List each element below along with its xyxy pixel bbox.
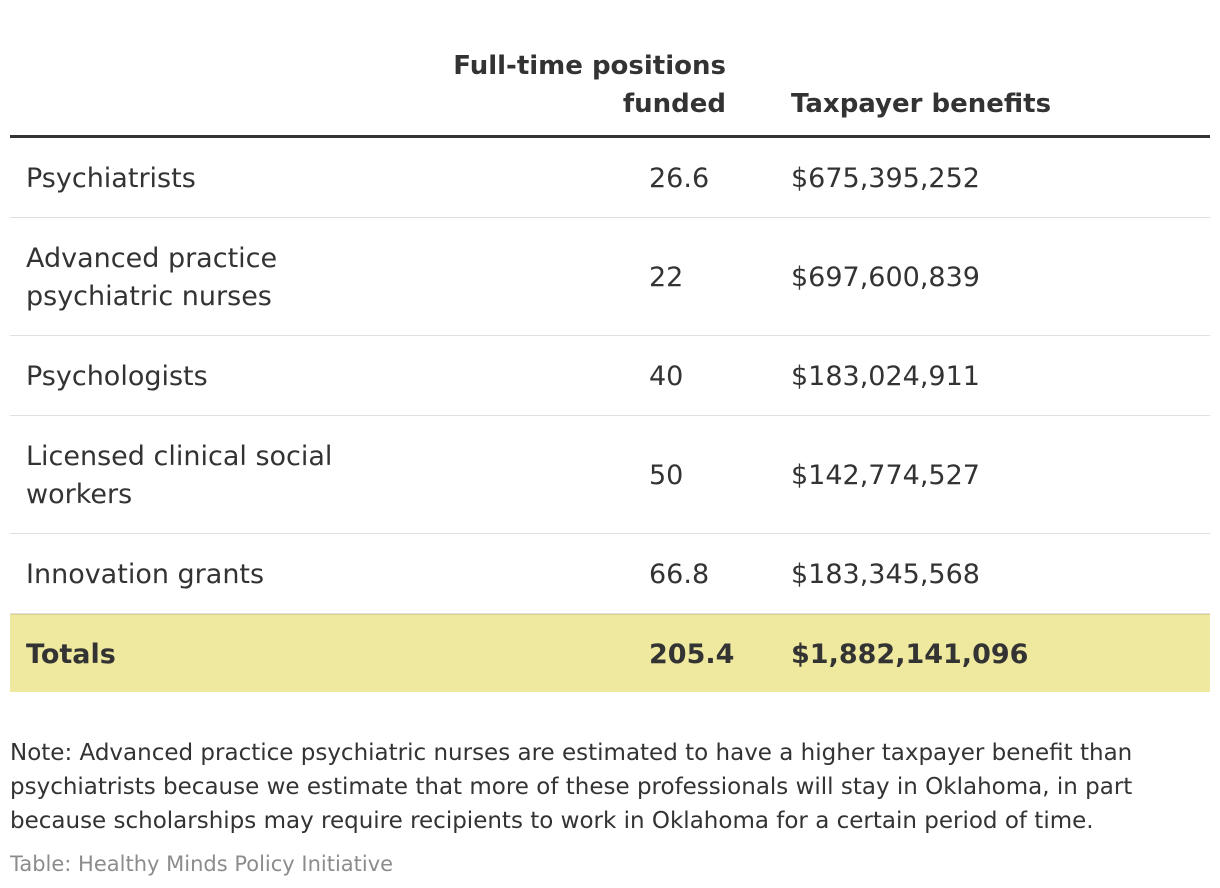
table-header: Full-time positions funded Taxpayer bene…	[10, 0, 1210, 138]
row-benefits: $183,345,568	[791, 559, 980, 590]
totals-positions: 205.4	[649, 639, 735, 670]
row-label: Psychiatrists	[26, 163, 196, 194]
column-header-positions-line1: Full-time positions	[453, 51, 726, 81]
row-positions: 22	[649, 262, 684, 293]
table-note: Note: Advanced practice psychiatric nurs…	[10, 740, 1133, 834]
table-row: Innovation grants 66.8 $183,345,568	[10, 534, 1210, 614]
row-label: Advanced practice psychiatric nurses	[26, 243, 278, 312]
column-header-positions-line2: funded	[622, 89, 726, 119]
row-label: Licensed clinical social workers	[26, 441, 333, 510]
row-label: Psychologists	[26, 361, 208, 392]
table-row: Licensed clinical social workers 50 $142…	[10, 416, 1210, 534]
column-header-benefits: Taxpayer benefits	[791, 89, 1052, 119]
totals-row: Totals 205.4 $1,882,141,096	[10, 614, 1210, 692]
row-benefits: $697,600,839	[791, 262, 980, 293]
row-benefits: $183,024,911	[791, 361, 980, 392]
totals-benefits: $1,882,141,096	[791, 639, 1029, 670]
table-row: Advanced practice psychiatric nurses 22 …	[10, 218, 1210, 336]
table-row: Psychiatrists 26.6 $675,395,252	[10, 138, 1210, 218]
row-positions: 26.6	[649, 163, 710, 194]
table-source: Table: Healthy Minds Policy Initiative	[10, 852, 394, 876]
table-row: Psychologists 40 $183,024,911	[10, 336, 1210, 416]
row-benefits: $675,395,252	[791, 163, 980, 194]
row-benefits: $142,774,527	[791, 460, 980, 491]
row-positions: 66.8	[649, 559, 710, 590]
row-label: Innovation grants	[26, 559, 265, 590]
data-table: Full-time positions funded Taxpayer bene…	[10, 0, 1210, 692]
row-positions: 40	[649, 361, 684, 392]
totals-label: Totals	[26, 639, 116, 670]
row-positions: 50	[649, 460, 684, 491]
column-header-positions: Full-time positions funded	[406, 47, 726, 123]
